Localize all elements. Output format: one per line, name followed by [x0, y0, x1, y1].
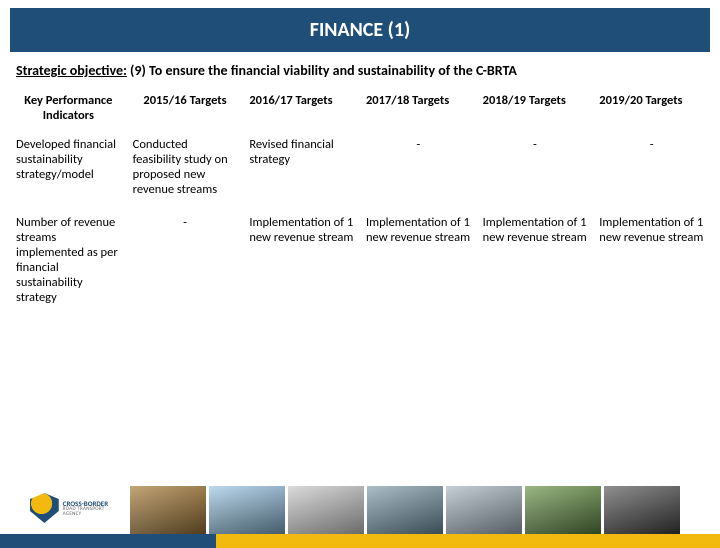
- footer-thumb: [288, 486, 364, 534]
- col-2015-16: 2015/16 Targets: [127, 89, 244, 133]
- logo-text: CROSS-BORDER ROAD TRANSPORT AGENCY: [63, 500, 122, 517]
- col-2017-18: 2017/18 Targets: [360, 89, 477, 133]
- page-title-bar: FINANCE (1): [10, 8, 710, 52]
- col-kpi: Key Performance Indicators: [10, 89, 127, 133]
- footer-image-strip: [130, 486, 680, 534]
- cell: Implementation of 1 new revenue stream: [593, 211, 710, 319]
- objective-text: (9) To ensure the financial viability an…: [130, 62, 517, 79]
- cell: Developed financial sustainability strat…: [10, 133, 127, 211]
- logo-line2: ROAD TRANSPORT AGENCY: [63, 507, 122, 517]
- shield-icon: [30, 493, 59, 523]
- cell: -: [477, 133, 594, 211]
- cell: Implementation of 1 new revenue stream: [360, 211, 477, 319]
- cell: Implementation of 1 new revenue stream: [477, 211, 594, 319]
- footer-stripe: [0, 534, 720, 548]
- table-row: Number of revenue streams implemented as…: [10, 211, 710, 319]
- cell: Implementation of 1 new revenue stream: [243, 211, 360, 319]
- footer: CROSS-BORDER ROAD TRANSPORT AGENCY: [0, 478, 720, 548]
- cell: Revised financial strategy: [243, 133, 360, 211]
- cell: -: [360, 133, 477, 211]
- cell: -: [127, 211, 244, 319]
- page-title: FINANCE (1): [310, 18, 410, 42]
- col-2016-17: 2016/17 Targets: [243, 89, 360, 133]
- footer-thumb: [525, 486, 601, 534]
- table-header-row: Key Performance Indicators 2015/16 Targe…: [10, 89, 710, 133]
- cell: Conducted feasibility study on proposed …: [127, 133, 244, 211]
- agency-logo: CROSS-BORDER ROAD TRANSPORT AGENCY: [30, 488, 122, 528]
- footer-thumb: [604, 486, 680, 534]
- cell: -: [593, 133, 710, 211]
- footer-thumb: [446, 486, 522, 534]
- targets-table: Key Performance Indicators 2015/16 Targe…: [10, 89, 710, 319]
- objective-label: Strategic objective:: [16, 62, 127, 79]
- footer-thumb: [367, 486, 443, 534]
- col-2019-20: 2019/20 Targets: [593, 89, 710, 133]
- footer-thumb: [209, 486, 285, 534]
- footer-thumb: [130, 486, 206, 534]
- cell: Number of revenue streams implemented as…: [10, 211, 127, 319]
- strategic-objective: Strategic objective: (9) To ensure the f…: [0, 58, 720, 89]
- table-row: Developed financial sustainability strat…: [10, 133, 710, 211]
- col-2018-19: 2018/19 Targets: [477, 89, 594, 133]
